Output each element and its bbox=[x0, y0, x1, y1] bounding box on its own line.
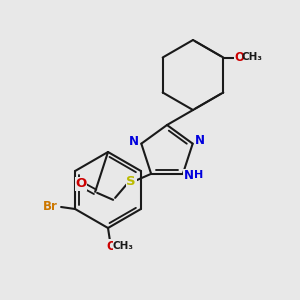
Text: CH₃: CH₃ bbox=[242, 52, 263, 62]
Text: N: N bbox=[184, 169, 194, 182]
Text: Br: Br bbox=[43, 200, 58, 214]
Text: N: N bbox=[129, 135, 139, 148]
Text: H: H bbox=[194, 170, 203, 180]
Text: O: O bbox=[76, 177, 87, 190]
Text: O: O bbox=[234, 51, 244, 64]
Text: CH₃: CH₃ bbox=[112, 241, 134, 251]
Text: O: O bbox=[106, 239, 116, 253]
Text: N: N bbox=[195, 134, 205, 147]
Text: S: S bbox=[126, 175, 136, 188]
